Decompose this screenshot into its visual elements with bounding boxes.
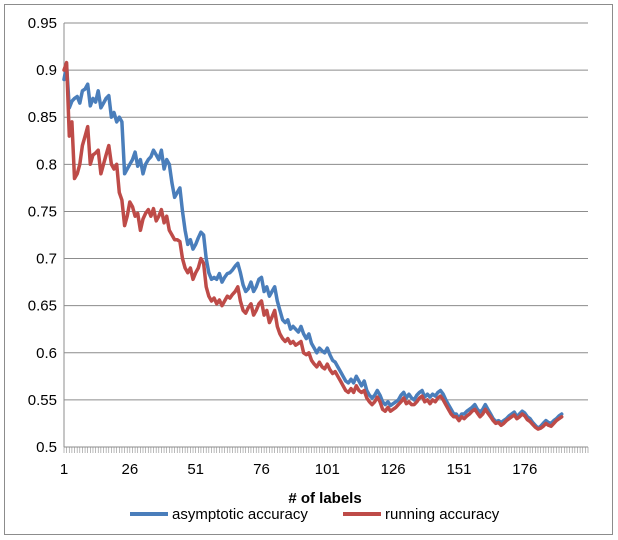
legend-label: running accuracy bbox=[385, 506, 500, 523]
x-tick-label: 126 bbox=[381, 461, 406, 478]
series-line-running-accuracy bbox=[62, 60, 564, 431]
series-line-asymptotic-accuracy bbox=[62, 63, 564, 430]
x-tick-label: 151 bbox=[446, 461, 471, 478]
y-tick-label: 0.55 bbox=[28, 392, 57, 409]
x-tick-label: 26 bbox=[121, 461, 138, 478]
grid-lines bbox=[63, 22, 588, 448]
x-axis-label: # of labels bbox=[288, 490, 361, 507]
x-tick-label: 176 bbox=[512, 461, 537, 478]
x-tick-label: 76 bbox=[253, 461, 270, 478]
legend: asymptotic accuracy running accuracy bbox=[130, 506, 500, 523]
x-tick-label: 1 bbox=[60, 461, 68, 478]
y-tick-label: 0.5 bbox=[36, 439, 57, 456]
y-axis-tick-labels: 0.5 0.55 0.6 0.65 0.7 0.75 0.8 0.85 0.9 0.95 bbox=[28, 15, 57, 456]
legend-label: asymptotic accuracy bbox=[172, 506, 308, 523]
y-tick-label: 0.9 bbox=[36, 62, 57, 79]
y-tick-label: 0.85 bbox=[28, 109, 57, 126]
y-tick-label: 0.6 bbox=[36, 345, 57, 362]
series-lines bbox=[62, 60, 564, 431]
x-tick-label: 101 bbox=[315, 461, 340, 478]
x-axis bbox=[63, 446, 589, 453]
x-axis-tick-labels: 1 26 51 76 101 126 151 176 bbox=[60, 461, 537, 478]
y-tick-label: 0.65 bbox=[28, 298, 57, 315]
y-tick-label: 0.95 bbox=[28, 15, 57, 32]
y-tick-label: 0.75 bbox=[28, 203, 57, 220]
x-tick-label: 51 bbox=[187, 461, 204, 478]
y-tick-label: 0.8 bbox=[36, 156, 57, 173]
y-tick-label: 0.7 bbox=[36, 251, 57, 268]
